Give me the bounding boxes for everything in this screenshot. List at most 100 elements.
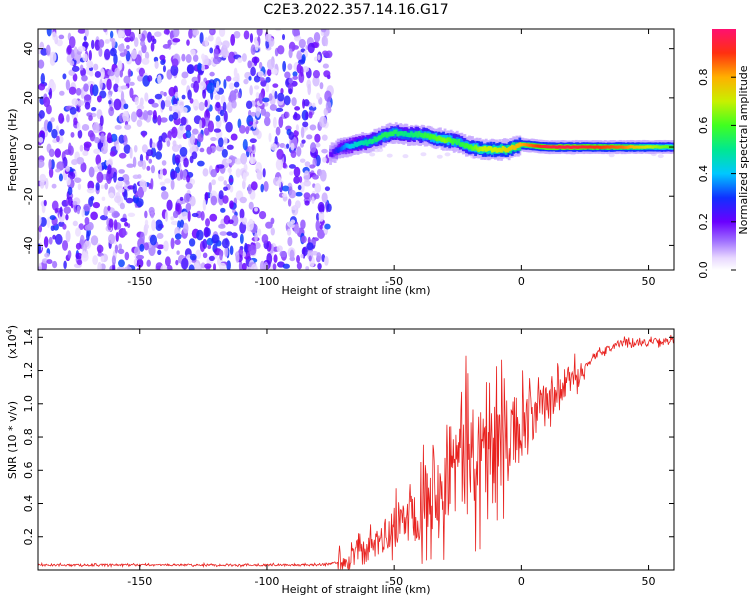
noise-blob	[156, 232, 164, 240]
ridge-cell	[625, 145, 629, 149]
ridge-cell	[587, 145, 590, 149]
noise-blob	[44, 252, 50, 258]
noise-blob	[93, 63, 99, 71]
noise-blob	[276, 148, 284, 160]
heatmap-x-tick-label: -100	[254, 275, 279, 288]
ridge-cell	[623, 145, 627, 149]
ridge-cell	[558, 145, 561, 149]
noise-blob	[299, 142, 305, 148]
noise-blob	[106, 78, 112, 91]
ridge-cell	[645, 145, 648, 149]
noise-blob	[225, 75, 232, 82]
noise-blob	[48, 159, 52, 171]
noise-blob	[227, 167, 232, 174]
ridge-cell	[541, 145, 545, 149]
ridge-cell	[510, 144, 514, 150]
noise-blob	[113, 219, 118, 231]
noise-blob	[185, 124, 192, 132]
halo-blob	[369, 152, 376, 157]
noise-blob	[65, 230, 71, 243]
ridge-cell	[442, 137, 445, 142]
noise-blob	[95, 154, 102, 166]
ridge-cell	[397, 131, 401, 136]
noise-blob	[38, 215, 42, 227]
ridge-cell	[358, 141, 361, 146]
heatmap-y-tick-label: 0	[22, 144, 35, 151]
noise-blob	[172, 153, 176, 166]
noise-blob	[161, 168, 167, 176]
noise-blob	[157, 249, 162, 256]
noise-blob	[151, 219, 157, 232]
noise-blob	[217, 175, 225, 182]
noise-blob	[136, 108, 143, 118]
noise-blob	[46, 29, 52, 37]
noise-blob	[113, 98, 122, 111]
noise-blob	[52, 234, 56, 240]
noise-blob	[291, 205, 297, 211]
ridge-cell	[481, 147, 485, 152]
noise-blob	[63, 206, 71, 215]
ridge-cell	[474, 144, 477, 149]
noise-blob	[307, 83, 312, 96]
noise-blob	[258, 92, 264, 104]
ridge-cell	[370, 139, 374, 145]
ridge-cell	[639, 145, 642, 149]
noise-blob	[150, 42, 155, 52]
noise-blob	[210, 137, 217, 142]
noise-blob	[185, 202, 192, 212]
noise-blob	[69, 106, 77, 115]
noise-blob	[228, 178, 234, 183]
noise-blob	[152, 109, 157, 120]
noise-blob	[263, 101, 269, 107]
noise-blob	[268, 93, 273, 101]
noise-blob	[181, 71, 189, 79]
snr-y-tick-label: 0.8	[22, 428, 35, 446]
noise-blob	[316, 92, 321, 100]
noise-blob	[218, 137, 224, 148]
noise-blob	[218, 262, 227, 270]
noise-blob	[219, 231, 228, 236]
ridge-cell	[504, 148, 508, 153]
noise-blob	[241, 262, 247, 270]
noise-blob	[247, 183, 253, 195]
noise-blob	[313, 32, 321, 43]
noise-blob	[215, 115, 221, 122]
noise-blob	[108, 218, 114, 228]
noise-blob	[249, 85, 253, 96]
ridge-cell	[364, 139, 368, 144]
ridge-cell	[594, 145, 598, 149]
noise-blob	[306, 242, 314, 251]
noise-blob	[56, 39, 63, 47]
noise-blob	[182, 222, 189, 234]
ridge-cell	[339, 147, 343, 152]
noise-blob	[92, 255, 99, 266]
ridge-cell	[664, 145, 668, 149]
snr-x-tick-label: 0	[518, 575, 525, 588]
noise-blob	[214, 94, 221, 101]
ridge-cell	[663, 145, 667, 149]
noise-blob	[157, 114, 162, 126]
noise-blob	[48, 148, 55, 158]
noise-blob	[256, 29, 263, 37]
noise-blob	[63, 260, 67, 270]
noise-blob	[288, 131, 295, 141]
heatmap-y-tick-label: 40	[22, 42, 35, 56]
noise-blob	[129, 147, 133, 159]
noise-blob	[294, 106, 301, 111]
snr-x-tick-label: -50	[385, 575, 403, 588]
noise-blob	[129, 87, 134, 99]
noise-blob	[213, 48, 219, 60]
noise-blob	[181, 257, 189, 270]
noise-blob	[174, 91, 179, 99]
ridge-cell	[330, 152, 334, 157]
noise-blob	[317, 262, 322, 270]
noise-blob	[324, 223, 331, 230]
noise-blob	[88, 115, 93, 121]
noise-blob	[189, 133, 196, 145]
ridge-cell	[475, 146, 479, 151]
noise-blob	[300, 219, 306, 230]
noise-blob	[304, 200, 310, 206]
noise-blob	[180, 116, 187, 126]
noise-blob	[259, 77, 265, 82]
